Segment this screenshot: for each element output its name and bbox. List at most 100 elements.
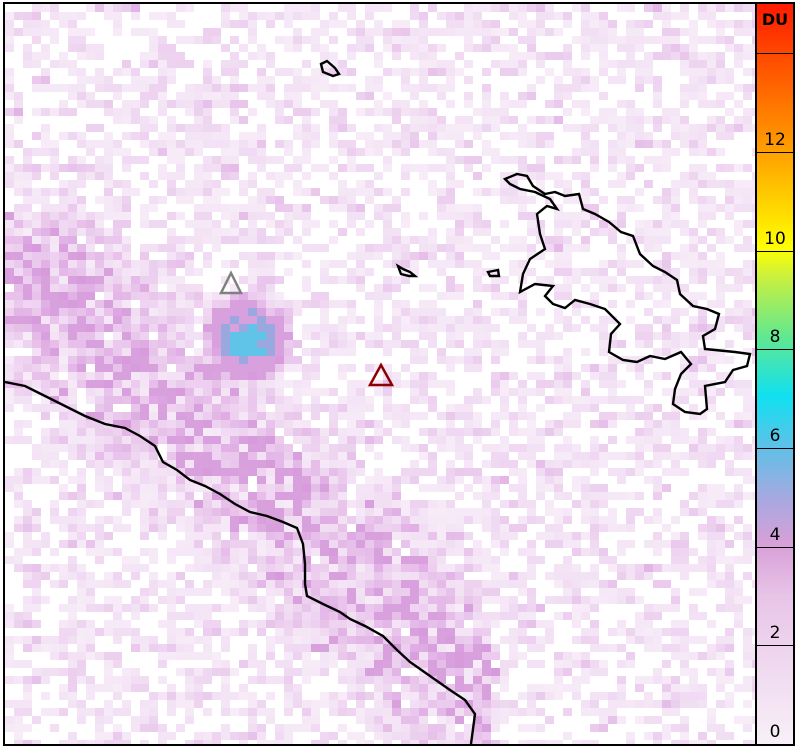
so2-pixel <box>77 484 86 492</box>
so2-pixel <box>14 716 23 724</box>
so2-pixel <box>212 652 221 660</box>
so2-pixel <box>428 84 437 92</box>
so2-pixel <box>707 348 716 356</box>
so2-pixel <box>140 268 158 276</box>
so2-pixel <box>698 132 707 140</box>
so2-pixel <box>131 460 140 468</box>
so2-pixel <box>284 556 293 564</box>
volcano-triangle-gray[interactable] <box>218 270 244 295</box>
so2-pixel <box>509 412 518 420</box>
so2-pixel <box>347 276 365 284</box>
so2-pixel <box>356 148 365 156</box>
so2-pixel <box>707 36 716 44</box>
so2-pixel <box>356 204 365 212</box>
so2-pixel <box>419 28 428 36</box>
so2-pixel <box>113 732 122 740</box>
so2-pixel <box>716 284 725 292</box>
so2-pixel <box>275 524 284 532</box>
so2-pixel <box>725 564 734 572</box>
so2-pixel <box>257 436 275 444</box>
so2-pixel <box>95 524 104 532</box>
so2-pixel <box>230 460 239 468</box>
so2-pixel <box>437 60 446 68</box>
so2-pixel <box>23 540 41 548</box>
so2-pixel <box>491 340 500 348</box>
so2-pixel <box>608 388 617 396</box>
so2-pixel <box>194 556 203 564</box>
so2-pixel <box>104 604 113 612</box>
so2-pixel <box>671 340 680 348</box>
so2-pixel <box>590 596 608 604</box>
so2-pixel <box>239 588 248 596</box>
so2-pixel <box>680 508 698 516</box>
so2-pixel <box>518 724 536 732</box>
so2-pixel <box>113 308 122 316</box>
so2-pixel <box>239 148 257 156</box>
so2-pixel <box>527 556 545 564</box>
so2-pixel <box>410 724 428 732</box>
so2-pixel <box>122 252 131 260</box>
so2-pixel <box>113 292 131 300</box>
so2-pixel <box>437 692 446 700</box>
so2-pixel <box>338 4 356 12</box>
so2-pixel <box>473 588 482 596</box>
so2-pixel <box>320 308 329 316</box>
so2-pixel <box>617 172 626 180</box>
so2-pixel <box>293 188 302 196</box>
so2-pixel <box>239 412 248 420</box>
so2-pixel <box>716 636 734 644</box>
so2-pixel <box>104 212 113 220</box>
so2-pixel <box>482 252 491 260</box>
so2-pixel <box>122 4 140 12</box>
so2-pixel <box>374 548 383 556</box>
so2-pixel <box>32 132 41 140</box>
so2-pixel <box>167 580 176 588</box>
so2-pixel <box>356 228 365 236</box>
so2-pixel <box>626 164 644 172</box>
so2-pixel <box>680 284 689 292</box>
so2-pixel <box>239 468 248 476</box>
so2-pixel <box>752 84 756 92</box>
so2-pixel <box>347 636 365 644</box>
so2-pixel <box>473 388 482 396</box>
so2-pixel <box>608 332 617 340</box>
so2-pixel <box>527 508 536 516</box>
so2-pixel <box>275 460 284 468</box>
so2-pixel <box>401 108 410 116</box>
so2-pixel <box>86 100 104 108</box>
so2-pixel <box>158 92 167 100</box>
so2-pixel <box>266 644 275 652</box>
so2-pixel <box>32 220 41 228</box>
so2-pixel <box>491 60 500 68</box>
so2-pixel <box>644 156 653 164</box>
so2-pixel <box>617 548 626 556</box>
so2-pixel <box>194 396 203 404</box>
so2-pixel <box>41 692 50 700</box>
so2-pixel <box>545 596 554 604</box>
so2-pixel <box>203 548 221 556</box>
so2-pixel <box>59 740 68 744</box>
volcano-triangle-red[interactable] <box>367 362 395 387</box>
so2-pixel <box>428 620 446 628</box>
so2-pixel <box>356 436 374 444</box>
so2-pixel <box>473 612 482 620</box>
so2-pixel <box>347 84 356 92</box>
so2-pixel <box>185 308 194 316</box>
so2-pixel <box>122 364 140 372</box>
so2-pixel <box>68 612 77 620</box>
so2-pixel <box>509 292 527 300</box>
so2-pixel <box>446 716 455 724</box>
so2-pixel <box>572 500 581 508</box>
so2-pixel <box>437 676 446 684</box>
so2-pixel <box>338 276 356 284</box>
so2-pixel <box>86 620 95 628</box>
so2-pixel <box>68 476 77 484</box>
so2-pixel <box>257 708 275 716</box>
so2-pixel <box>653 636 662 644</box>
so2-pixel <box>383 596 392 604</box>
so2-pixel <box>608 580 617 588</box>
so2-pixel <box>158 44 176 52</box>
so2-pixel <box>734 60 743 68</box>
so2-pixel <box>347 436 356 444</box>
so2-pixel <box>248 20 257 28</box>
